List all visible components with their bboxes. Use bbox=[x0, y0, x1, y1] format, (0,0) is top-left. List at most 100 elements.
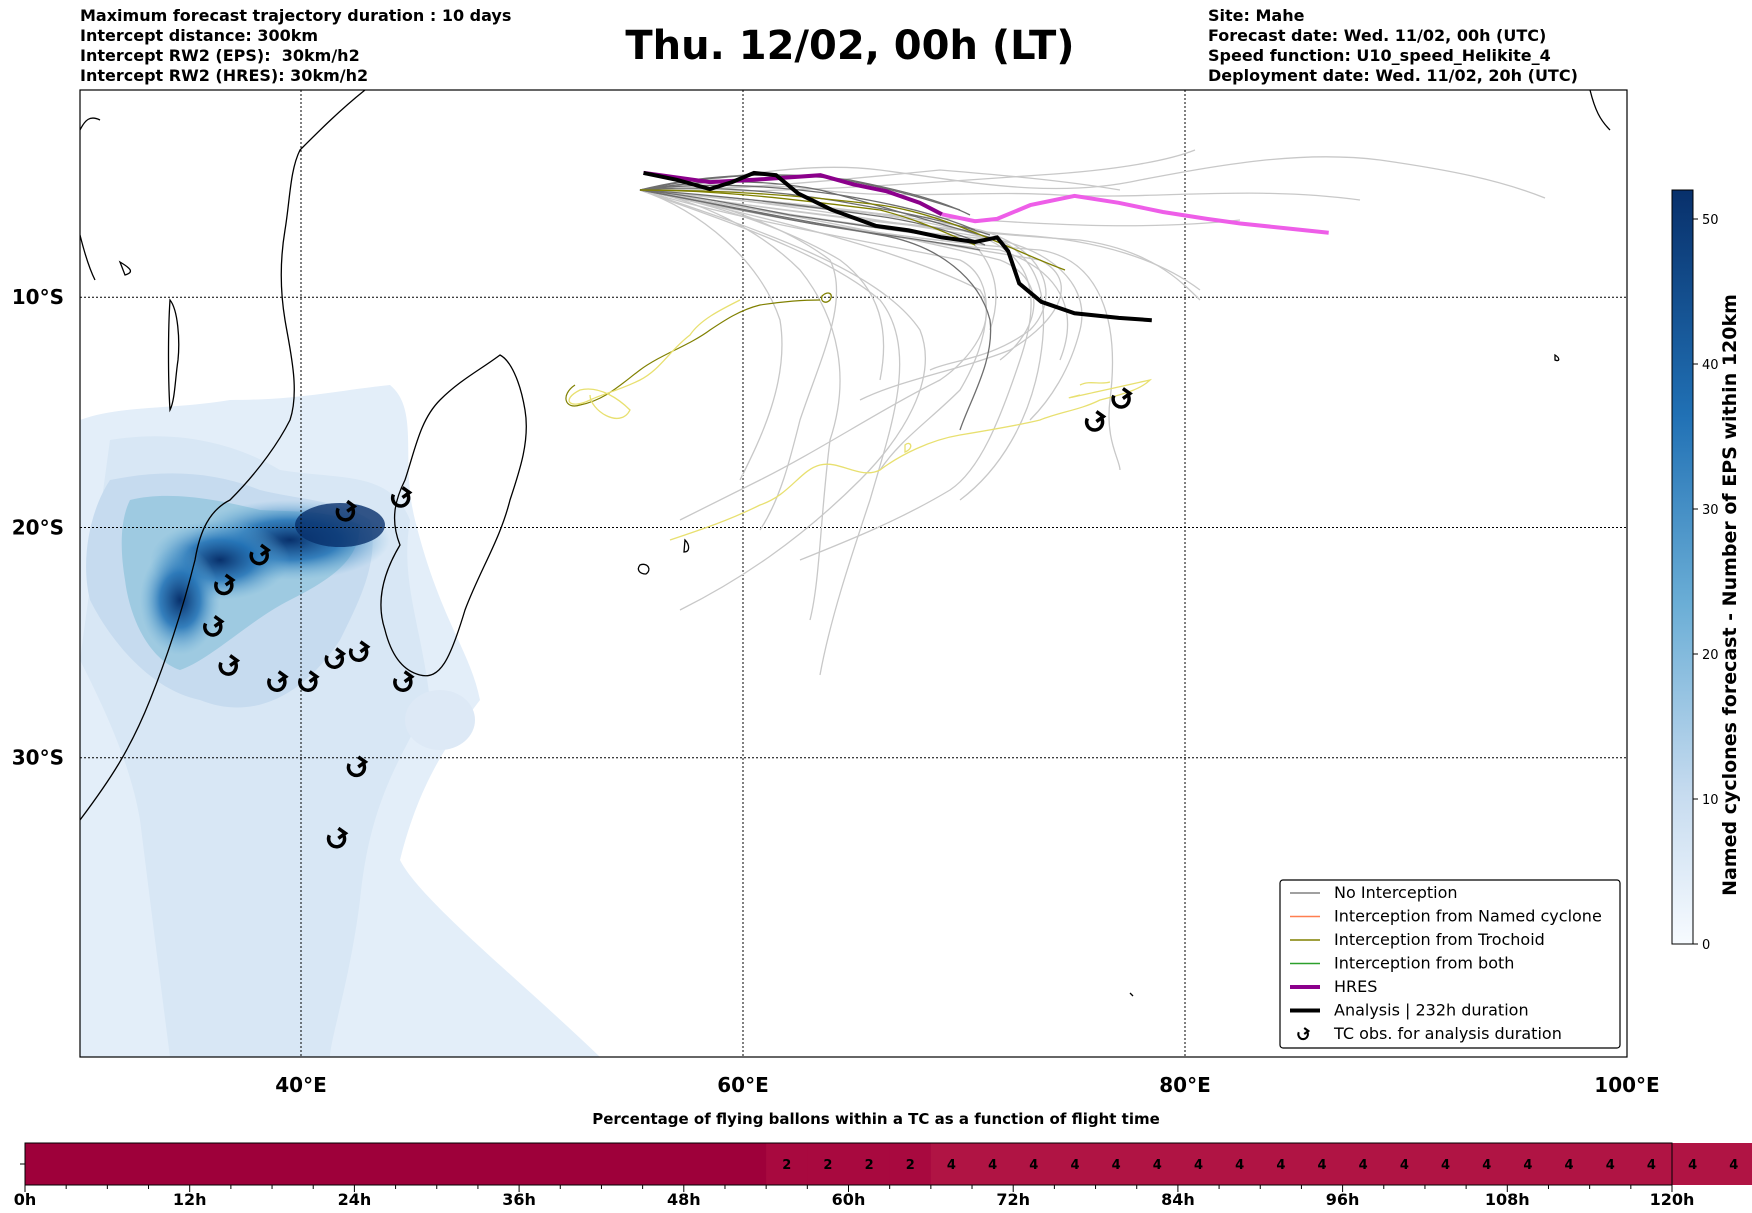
colorbar-label: Named cyclones forecast - Number of EPS … bbox=[1719, 294, 1741, 896]
time-bar-cell bbox=[807, 1143, 850, 1185]
tc-obs-marker bbox=[390, 486, 413, 508]
header-left-line-3: Intercept RW2 (HRES): 30km/h2 bbox=[80, 66, 369, 85]
time-bar-cell bbox=[477, 1143, 520, 1185]
time-bar-cell bbox=[148, 1143, 191, 1185]
legend-label: Interception from Trochoid bbox=[1334, 930, 1545, 949]
header-left-line-2: Intercept RW2 (EPS): 30km/h2 bbox=[80, 46, 360, 65]
time-bar-value: 4 bbox=[1070, 1158, 1079, 1173]
time-bar-cell bbox=[1630, 1143, 1673, 1185]
legend-label: HRES bbox=[1334, 977, 1377, 996]
time-bar-cell bbox=[1013, 1143, 1055, 1185]
time-bar-cell bbox=[107, 1143, 150, 1185]
time-bar-cell bbox=[560, 1143, 603, 1185]
density-colorbar: 0 10 20 30 40 50 bbox=[1671, 189, 1719, 953]
time-bar-cell bbox=[436, 1143, 479, 1185]
x-tick-label: 60°E bbox=[717, 1073, 769, 1097]
y-tick-label: 10°S bbox=[12, 285, 64, 309]
time-bar-value: 2 bbox=[782, 1158, 791, 1173]
time-bar-cell bbox=[1424, 1143, 1467, 1185]
tc-obs-marker bbox=[1084, 410, 1107, 432]
tc-obs-marker bbox=[298, 670, 320, 692]
time-bar-value: 4 bbox=[1359, 1158, 1368, 1173]
time-bar-value: 4 bbox=[1029, 1158, 1038, 1173]
analysis-track bbox=[643, 170, 1152, 323]
time-bar-value: 4 bbox=[1647, 1158, 1656, 1173]
time-bar-cell bbox=[1713, 1143, 1752, 1185]
time-bar-value: 4 bbox=[1317, 1158, 1326, 1173]
time-bar-cell bbox=[848, 1143, 891, 1185]
time-bar-cell bbox=[1095, 1143, 1138, 1185]
time-bar-cell bbox=[395, 1143, 438, 1185]
time-bar-cell bbox=[313, 1143, 355, 1185]
time-bar-value: 4 bbox=[1565, 1158, 1574, 1173]
legend-label: TC obs. for analysis duration bbox=[1333, 1024, 1562, 1043]
tc-obs-marker bbox=[393, 670, 415, 692]
colorbar-tick-label: 20 bbox=[1702, 648, 1719, 663]
legend-label: No Interception bbox=[1334, 883, 1458, 902]
header-right-line-2: Speed function: U10_speed_Helikite_4 bbox=[1208, 46, 1551, 65]
map-title: Thu. 12/02, 00h (LT) bbox=[625, 23, 1075, 69]
tc-obs-marker bbox=[249, 543, 272, 566]
time-bar-value: 4 bbox=[1606, 1158, 1615, 1173]
header-left-line-0: Maximum forecast trajectory duration : 1… bbox=[80, 6, 512, 25]
tc-obs-marker bbox=[326, 826, 349, 849]
y-tick-label: 30°S bbox=[12, 746, 64, 770]
time-tick-label: 12h bbox=[172, 1190, 207, 1209]
tc-obs-marker bbox=[267, 670, 289, 692]
x-tick-label: 40°E bbox=[275, 1073, 327, 1097]
time-bar-cell bbox=[1548, 1143, 1591, 1185]
tc-obs-marker bbox=[203, 615, 225, 637]
time-bar-cell bbox=[724, 1143, 767, 1185]
time-tick-label: 24h bbox=[337, 1190, 372, 1209]
time-bar-cell bbox=[1466, 1143, 1508, 1185]
header-left-info: Maximum forecast trajectory duration : 1… bbox=[80, 6, 511, 86]
time-bar-cell bbox=[683, 1143, 726, 1185]
x-tick-label: 100°E bbox=[1594, 1073, 1659, 1097]
tc-obs-marker bbox=[214, 573, 236, 596]
header-right-info: Site: Mahe Forecast date: Wed. 11/02, 00h… bbox=[1208, 6, 1578, 86]
legend-label: Analysis | 232h duration bbox=[1334, 1001, 1529, 1020]
y-tick-label: 20°S bbox=[12, 515, 64, 539]
colorbar-tick-label: 40 bbox=[1702, 358, 1719, 373]
time-bar-cell bbox=[1383, 1143, 1426, 1185]
time-bar-cell bbox=[1219, 1143, 1261, 1185]
time-bar-value: 4 bbox=[1523, 1158, 1532, 1173]
header-right-line-1: Forecast date: Wed. 11/02, 00h (UTC) bbox=[1208, 26, 1547, 45]
flight-time-bar: 2 2 2 2 4 4 4 4 4 4 4 4 4 4 4 4 4 4 4 4 4 4 4 4 bbox=[20, 1142, 1752, 1192]
time-bar-cell bbox=[1054, 1143, 1097, 1185]
time-bar-value: 4 bbox=[1400, 1158, 1409, 1173]
hres-track bbox=[643, 170, 943, 217]
time-bar-cell bbox=[519, 1143, 561, 1185]
time-bar-cell bbox=[1177, 1143, 1220, 1185]
flight-time-bar-title: Percentage of flying ballons within a TC… bbox=[592, 1110, 1160, 1128]
colorbar-tick-label: 10 bbox=[1702, 793, 1719, 808]
time-bar-value: 4 bbox=[947, 1158, 956, 1173]
time-bar-value: 4 bbox=[1276, 1158, 1285, 1173]
time-bar-cell bbox=[1672, 1143, 1714, 1185]
time-bar-value: 4 bbox=[1112, 1158, 1121, 1173]
time-bar-cell bbox=[930, 1143, 973, 1185]
tc-obs-marker bbox=[218, 654, 241, 676]
time-tick-label: 48h bbox=[666, 1190, 701, 1209]
map-legend: No Interception Interception from Named c… bbox=[1279, 879, 1621, 1049]
gridlines bbox=[80, 90, 1627, 1057]
eps-density-field bbox=[80, 385, 600, 1057]
time-bar-value: 2 bbox=[823, 1158, 832, 1173]
time-bar-cell bbox=[642, 1143, 685, 1185]
time-tick-label: 72h bbox=[996, 1190, 1031, 1209]
time-bar-cell bbox=[601, 1143, 644, 1185]
yellow-trajectories bbox=[568, 299, 1153, 541]
x-tick-label: 80°E bbox=[1159, 1073, 1211, 1097]
time-bar-cell bbox=[1136, 1143, 1179, 1185]
time-bar-value: 4 bbox=[1235, 1158, 1244, 1173]
time-bar-value: 4 bbox=[988, 1158, 997, 1173]
colorbar-tick-label: 50 bbox=[1702, 213, 1719, 228]
time-bar-value: 4 bbox=[1729, 1158, 1738, 1173]
header-right-line-0: Site: Mahe bbox=[1208, 6, 1305, 25]
legend-label: Interception from both bbox=[1334, 954, 1514, 973]
tc-obs-marker bbox=[1297, 1027, 1311, 1041]
axis-tick-labels: 40°E 60°E 80°E 100°E 10°S 20°S 30°S bbox=[12, 285, 1660, 1097]
time-bar-value: 4 bbox=[1153, 1158, 1162, 1173]
time-bar-value: 4 bbox=[1194, 1158, 1203, 1173]
